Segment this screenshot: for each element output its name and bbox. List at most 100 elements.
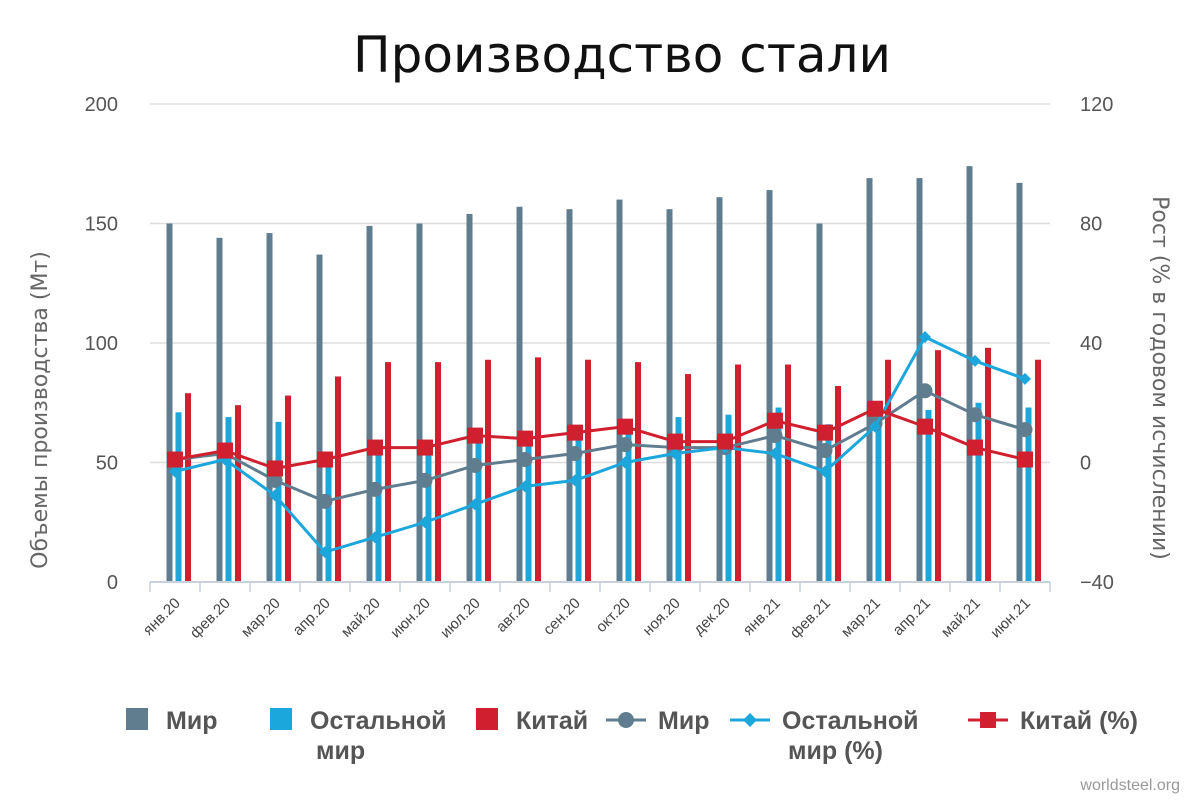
grid-lines [150, 103, 1050, 464]
bar [685, 374, 691, 582]
line-marker [417, 439, 433, 456]
bar [385, 362, 391, 582]
line-marker [619, 456, 631, 469]
x-tick-label: май.21 [938, 595, 984, 641]
legend-label: мир [316, 737, 365, 765]
line-marker [167, 451, 183, 468]
right-tick-label: 120 [1080, 94, 1113, 116]
bar [666, 209, 673, 582]
bar [466, 213, 473, 582]
line-marker [617, 437, 633, 453]
line-marker [367, 439, 383, 456]
bar [966, 166, 973, 582]
bar [916, 178, 923, 582]
legend-label: Мир [658, 707, 709, 735]
x-tick-label: июн.21 [987, 595, 1034, 642]
bar [875, 405, 882, 582]
right-tick-label: 0 [1080, 453, 1091, 475]
line-marker [467, 427, 483, 444]
bar [225, 417, 232, 582]
right-tick-label: 80 [1080, 214, 1102, 236]
left-tick-label: 50 [96, 453, 118, 475]
bar [566, 209, 573, 582]
bar [935, 350, 941, 582]
legend-label: Китай [516, 707, 588, 735]
legend-swatch [270, 708, 292, 730]
line-marker [869, 420, 881, 433]
bar [235, 405, 241, 582]
line-marker [367, 481, 383, 497]
line-marker [917, 383, 933, 399]
line-marker [967, 439, 983, 456]
right-tick-label: 40 [1080, 333, 1102, 355]
line-marker [917, 418, 933, 435]
bar [366, 225, 373, 582]
bar [775, 407, 782, 582]
bar [1035, 359, 1041, 582]
bar [416, 223, 423, 582]
line-marker [417, 472, 433, 488]
line-marker [969, 354, 981, 367]
bar [735, 364, 741, 582]
line-marker [919, 331, 931, 344]
line-series [167, 331, 1033, 559]
bar [425, 450, 432, 582]
x-tick-label: июл.20 [437, 595, 484, 642]
line-marker [817, 424, 833, 441]
line-marker [1019, 372, 1031, 385]
x-tick-label: янв.21 [740, 595, 784, 639]
bar [625, 426, 632, 582]
x-tick-label: мар.21 [838, 595, 884, 641]
bar [985, 347, 991, 582]
bar [675, 417, 682, 582]
series-line [174, 389, 1026, 503]
bar [275, 421, 282, 582]
bar [885, 359, 891, 582]
bar [716, 197, 723, 582]
line-marker [317, 451, 333, 468]
line-marker [717, 433, 733, 450]
line-marker [467, 457, 483, 473]
bar [535, 357, 541, 582]
line-marker [1017, 451, 1033, 468]
x-tick-label: сен.20 [540, 595, 584, 639]
bar [825, 424, 832, 582]
legend-marker [618, 712, 634, 728]
bar [485, 359, 491, 582]
x-tick-label: фев.21 [787, 595, 834, 642]
bar [975, 402, 982, 582]
bar [185, 393, 191, 582]
x-axis: янв.20 фев.20 мар.20 апр.20 май.20 июн.20 июл.… [140, 581, 1051, 642]
x-tick-label: авг.20 [493, 595, 534, 636]
line-marker [269, 489, 281, 502]
line-marker [819, 465, 831, 478]
left-tick-label: 0 [107, 572, 118, 594]
line-marker [267, 472, 283, 488]
bar [525, 431, 532, 582]
legend-label: Остальной [782, 707, 919, 735]
left-tick-label: 200 [85, 94, 118, 116]
bar [616, 199, 623, 582]
bar [575, 431, 582, 582]
right-tick-label: −40 [1080, 572, 1114, 594]
line-marker [569, 474, 581, 487]
x-tick-label: апр.21 [890, 595, 934, 639]
x-tick-label: дек.20 [690, 595, 733, 638]
line-marker [767, 412, 783, 429]
right-axis-title: Рост (% в годовом исчислении) [1147, 196, 1172, 560]
x-tick-label: янв.20 [140, 595, 184, 639]
legend-label: Остальной [310, 707, 447, 735]
line-marker [469, 498, 481, 511]
legend-swatch [476, 708, 498, 730]
source-credit: worldsteel.org [1079, 777, 1180, 794]
bar [725, 414, 732, 582]
bar [1025, 407, 1032, 582]
line-marker [519, 480, 531, 493]
bar [325, 462, 332, 582]
legend-label: Мир [166, 707, 217, 735]
x-tick-label: окт.20 [593, 595, 634, 636]
bar [335, 376, 341, 582]
line-marker [517, 430, 533, 447]
